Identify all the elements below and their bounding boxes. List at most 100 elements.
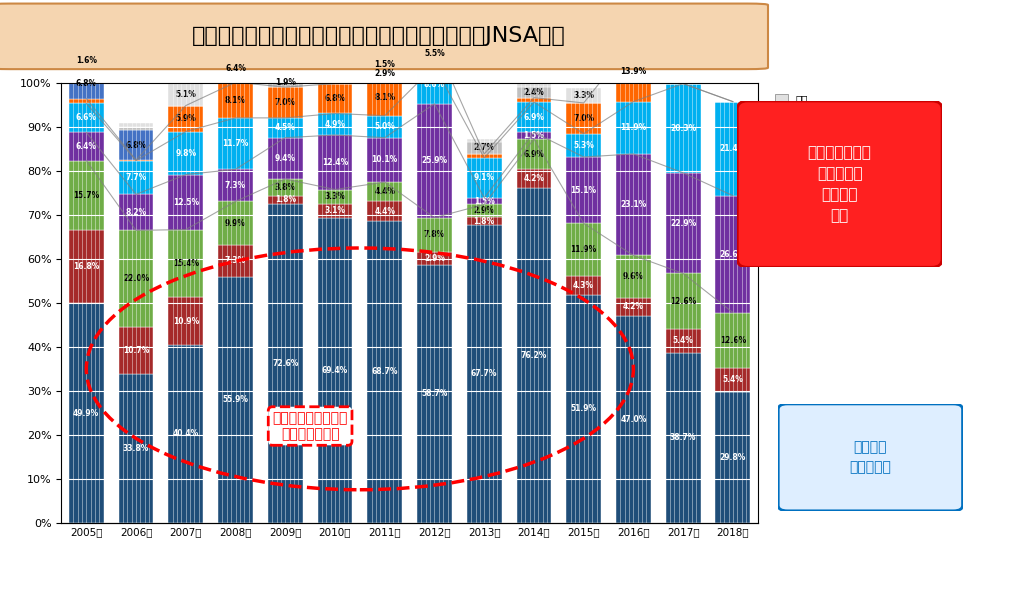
Text: 26.6%: 26.6% (720, 249, 746, 258)
Bar (168, 229, 203, 297)
Text: 11.9%: 11.9% (621, 124, 646, 132)
Bar (566, 276, 601, 295)
Bar (516, 83, 551, 87)
Bar (317, 83, 352, 523)
Text: 6.4%: 6.4% (76, 142, 97, 151)
Bar (417, 217, 452, 252)
Bar (417, 83, 452, 523)
Text: 7.0%: 7.0% (573, 114, 594, 123)
Text: 40.4%: 40.4% (173, 429, 199, 438)
Text: 6.8%: 6.8% (325, 94, 345, 103)
Text: 7.0%: 7.0% (274, 98, 296, 107)
FancyBboxPatch shape (737, 101, 942, 267)
Bar (317, 77, 352, 84)
Text: 20.3%: 20.3% (670, 124, 696, 132)
Text: 紙媒体からの漏えい
が大半を占める: 紙媒体からの漏えい が大半を占める (272, 411, 348, 441)
Text: 5.0%: 5.0% (375, 122, 395, 131)
Bar (168, 297, 203, 345)
Text: 3.3%: 3.3% (573, 91, 594, 100)
Bar (268, 204, 303, 523)
Bar (119, 194, 154, 230)
Text: 6.9%: 6.9% (523, 113, 545, 122)
Text: 9.4%: 9.4% (274, 154, 296, 163)
Text: 5.4%: 5.4% (723, 375, 743, 384)
Text: 4.3%: 4.3% (573, 280, 594, 290)
Bar (716, 102, 751, 195)
Text: 10.9%: 10.9% (173, 317, 199, 326)
Text: 4.2%: 4.2% (523, 174, 545, 183)
Bar (616, 34, 651, 40)
Bar (69, 103, 103, 132)
Text: 15.4%: 15.4% (173, 259, 199, 268)
Text: 3.3%: 3.3% (325, 192, 345, 201)
Bar (368, 182, 402, 201)
Text: 55.9%: 55.9% (222, 396, 249, 405)
Text: 49.9%: 49.9% (73, 409, 99, 418)
Text: 6.8%: 6.8% (126, 141, 146, 150)
Text: 4.5%: 4.5% (274, 124, 296, 132)
Bar (616, 102, 651, 154)
Text: 15.7%: 15.7% (73, 191, 99, 200)
Bar (417, 42, 452, 66)
Text: 9.1%: 9.1% (474, 173, 495, 182)
Text: 2.4%: 2.4% (523, 88, 545, 97)
Bar (218, 201, 253, 245)
Bar (368, 221, 402, 523)
Bar (317, 204, 352, 217)
Text: 図１　媒体・経路別漏洩事故件数の経年変化　　JNSA資料: 図１ 媒体・経路別漏洩事故件数の経年変化 JNSA資料 (193, 26, 565, 46)
Bar (69, 229, 103, 304)
Text: インターネット
電子メール
の比率が
増加: インターネット 電子メール の比率が 増加 (808, 145, 871, 223)
Legend: 不明, その他, 携帯電話, FTP, 電子メール, インターネット, USB等可搬記録媒体, PC本体, 紙媒体: 不明, その他, 携帯電話, FTP, 電子メール, インターネット, USB等… (770, 89, 866, 224)
Bar (417, 66, 452, 104)
Text: 5.1%: 5.1% (175, 90, 197, 99)
Text: 1.5%: 1.5% (375, 59, 395, 68)
Bar (716, 312, 751, 368)
Text: 紙媒体の
比率が減少: 紙媒体の 比率が減少 (850, 441, 891, 474)
Bar (616, 316, 651, 523)
Bar (566, 103, 601, 134)
Bar (516, 102, 551, 132)
Bar (516, 87, 551, 97)
Bar (268, 79, 303, 87)
Text: 12.6%: 12.6% (670, 296, 696, 306)
Bar (666, 173, 700, 273)
Text: 69.4%: 69.4% (322, 366, 348, 375)
Bar (516, 83, 551, 523)
Text: 2.7%: 2.7% (474, 144, 495, 153)
Bar (119, 83, 154, 523)
Bar (119, 160, 154, 194)
Text: 10.7%: 10.7% (123, 346, 150, 355)
Bar (119, 230, 154, 327)
Bar (467, 204, 502, 217)
Bar (666, 84, 700, 173)
Bar (317, 74, 352, 77)
Bar (566, 89, 601, 103)
Bar (566, 134, 601, 157)
Bar (368, 116, 402, 138)
Text: 9.6%: 9.6% (623, 272, 644, 281)
Text: 10.1%: 10.1% (372, 156, 398, 165)
FancyBboxPatch shape (0, 4, 768, 69)
Bar (666, 353, 700, 523)
Text: 22.0%: 22.0% (123, 274, 150, 283)
Bar (516, 139, 551, 169)
Bar (268, 75, 303, 79)
Bar (566, 157, 601, 223)
Bar (716, 195, 751, 312)
Text: 6.4%: 6.4% (225, 64, 246, 72)
Text: 58.7%: 58.7% (421, 389, 447, 398)
Text: 13.9%: 13.9% (621, 67, 646, 75)
Text: 3.1%: 3.1% (325, 206, 345, 216)
Text: 1.8%: 1.8% (274, 195, 296, 204)
Text: 38.7%: 38.7% (670, 433, 696, 442)
Text: 5.4%: 5.4% (673, 336, 693, 345)
Text: 2.9%: 2.9% (474, 206, 495, 216)
Text: 2.9%: 2.9% (424, 254, 445, 263)
Bar (666, 273, 700, 329)
Bar (69, 132, 103, 160)
Bar (119, 327, 154, 374)
Text: 12.4%: 12.4% (322, 158, 348, 167)
Bar (69, 160, 103, 229)
Bar (119, 374, 154, 523)
Bar (467, 154, 502, 158)
